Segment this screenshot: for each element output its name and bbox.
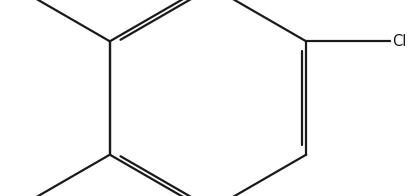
Text: Cl: Cl [392,34,406,49]
